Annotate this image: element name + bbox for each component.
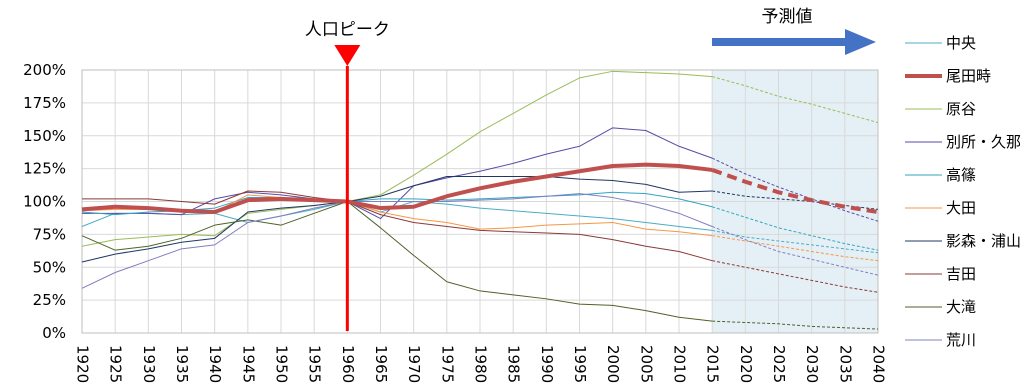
x-tick-label: 1945 [239, 345, 257, 383]
x-tick-label: 1935 [173, 345, 191, 383]
y-tick-label: 25% [33, 291, 66, 309]
series-line [81, 193, 713, 289]
y-tick-label: 200% [23, 61, 66, 79]
peak-marker [334, 45, 361, 66]
forecast-arrow-head [845, 29, 876, 55]
series-projection-line [712, 320, 879, 330]
x-tick-label: 2005 [637, 345, 655, 383]
legend-label: 荒川 [946, 331, 976, 349]
series-line [81, 201, 713, 322]
plot-border [81, 69, 879, 334]
series-projection-line [712, 235, 879, 262]
legend-label: 原谷 [946, 100, 976, 118]
x-tick-label: 2040 [870, 345, 888, 383]
x-tick-label: 1950 [273, 345, 291, 383]
series-projection-line [712, 206, 879, 251]
x-tick-label: 2020 [737, 345, 755, 383]
x-tick-label: 1990 [538, 345, 556, 383]
grid [81, 69, 879, 334]
x-tick-label: 2015 [704, 345, 722, 383]
series-line [82, 190, 713, 262]
x-tick-label: 1980 [472, 345, 490, 383]
y-axis-ticks: 0% 25% 50% 75% 100% 125% 150% 175% 200% [23, 61, 66, 342]
legend-label: 大田 [946, 199, 976, 217]
legend-label: 影森・浦山 [946, 232, 1021, 250]
series-projection-line [711, 157, 879, 222]
x-tick-label: 1975 [438, 345, 456, 383]
x-tick-label: 1960 [339, 345, 357, 383]
legend-label: 大滝 [946, 298, 976, 316]
series-projection-line [712, 190, 879, 210]
y-tick-label: 150% [23, 127, 66, 145]
x-tick-label: 2010 [671, 345, 689, 383]
x-tick-label: 1930 [140, 345, 158, 383]
legend-label: 中央 [946, 34, 976, 52]
series-line [81, 176, 713, 263]
x-tick-label: 2030 [803, 345, 821, 383]
y-tick-label: 100% [23, 193, 66, 211]
peak-label: 人口ピーク [305, 20, 390, 40]
x-tick-label: 1985 [505, 345, 523, 383]
annotations: 人口ピーク 予測値 [305, 7, 876, 331]
series-line [81, 70, 713, 247]
x-tick-label: 2035 [836, 345, 854, 383]
series-projection-line [712, 76, 879, 124]
series-projection-line [712, 260, 879, 293]
x-axis-ticks: 1920 1925 1930 1935 1940 1945 1950 1955 1960 1965… [74, 345, 888, 383]
forecast-label: 予測値 [762, 7, 813, 27]
legend-label: 別所・久那 [946, 133, 1021, 151]
y-tick-label: 75% [33, 225, 66, 243]
series-projection-line [711, 226, 879, 276]
legend-label: 吉田 [946, 265, 976, 283]
y-tick-label: 125% [23, 160, 66, 178]
x-tick-label: 1970 [405, 345, 423, 383]
series-line [82, 127, 713, 220]
legend-label: 尾田畤 [946, 67, 991, 85]
legend-label: 高篠 [946, 166, 976, 184]
forecast-arrow [712, 29, 876, 55]
x-tick-label: 1955 [306, 345, 324, 383]
x-tick-label: 1920 [74, 345, 92, 383]
x-tick-label: 1925 [107, 345, 125, 383]
series-line [81, 162, 713, 215]
x-tick-label: 1995 [571, 345, 589, 383]
y-tick-label: 0% [42, 324, 66, 342]
y-tick-label: 50% [33, 258, 66, 276]
x-tick-label: 1940 [206, 345, 224, 383]
forecast-arrow-shaft [712, 38, 847, 46]
x-tick-label: 2025 [770, 345, 788, 383]
series-projection-line [711, 168, 879, 214]
x-tick-label: 1965 [372, 345, 390, 383]
y-tick-label: 175% [23, 94, 66, 112]
series-lines [81, 70, 879, 330]
x-tick-label: 2000 [604, 345, 622, 383]
